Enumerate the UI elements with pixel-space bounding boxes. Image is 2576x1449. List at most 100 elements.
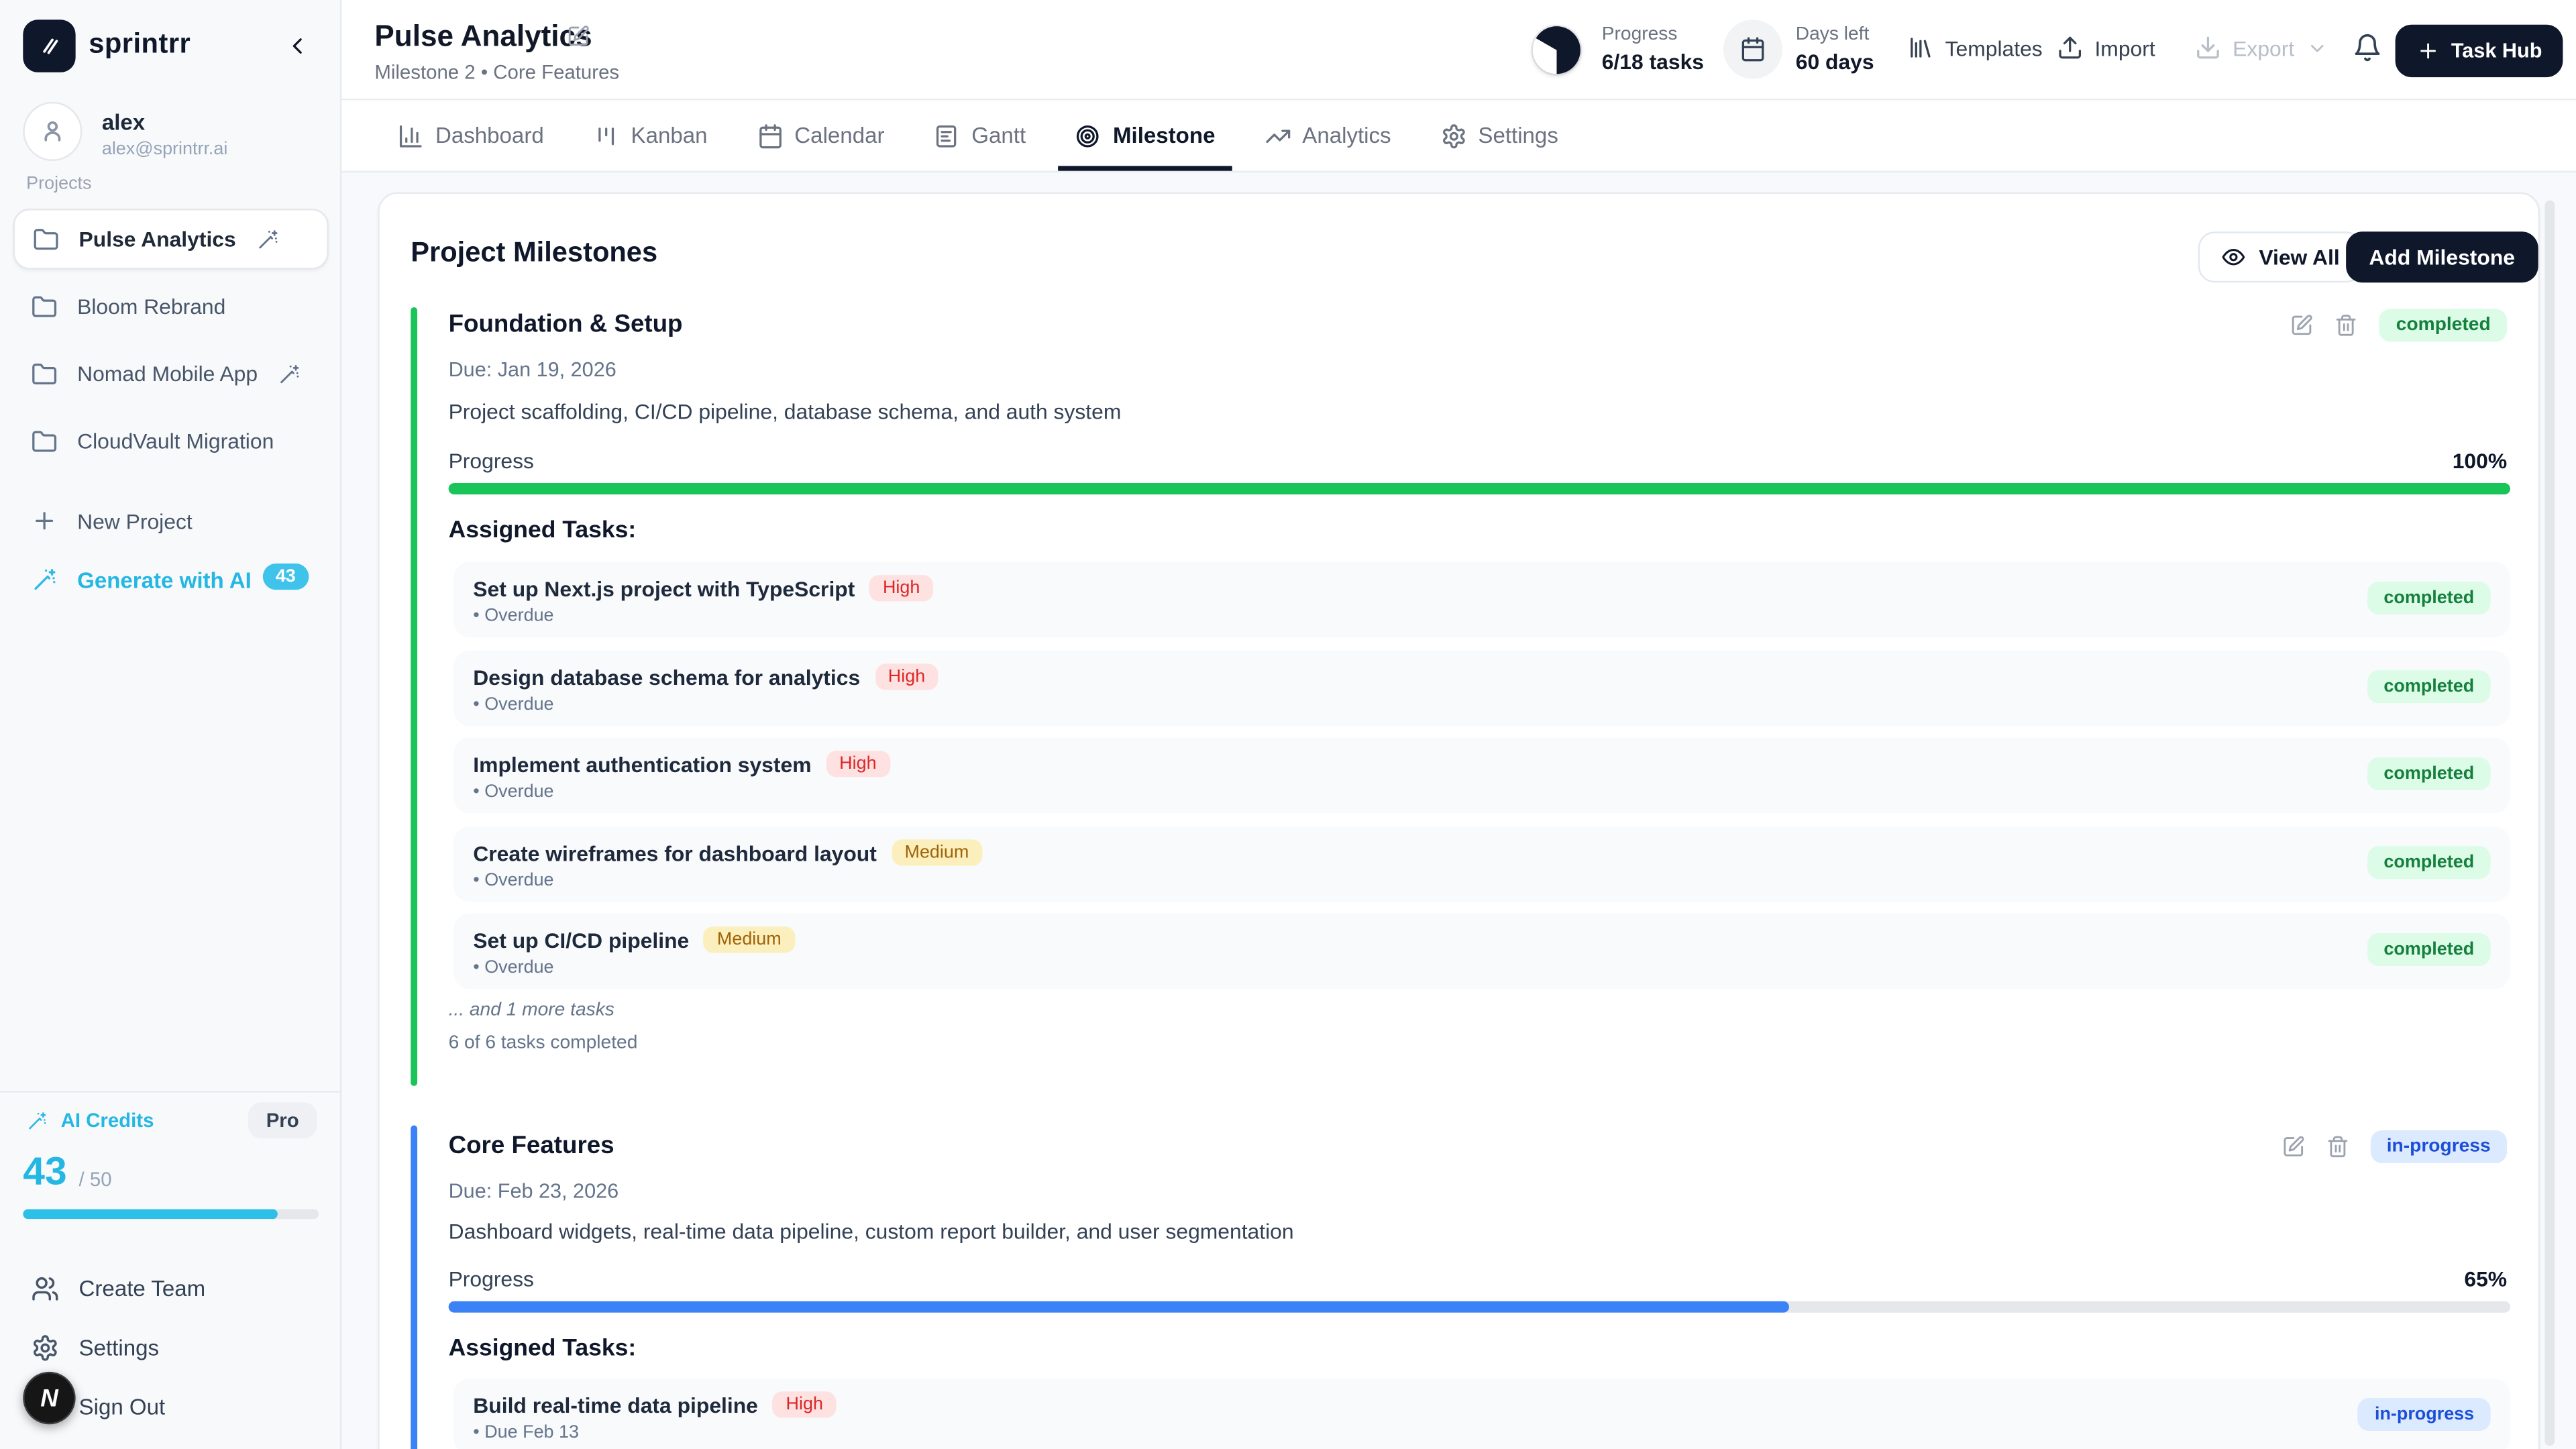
notifications-bell-icon[interactable] (2353, 33, 2382, 62)
progress-track (448, 483, 2511, 495)
progress-fill (448, 1301, 1789, 1313)
chevron-down-icon (2306, 37, 2327, 58)
users-icon (32, 1274, 60, 1302)
templates-button[interactable]: Templates (1907, 34, 2043, 60)
edit-pencil-icon[interactable] (2291, 314, 2314, 337)
export-label: Export (2233, 35, 2295, 60)
task-title: Create wireframes for dashboard layout (473, 840, 877, 865)
task-row[interactable]: Set up Next.js project with TypeScript Hi… (453, 561, 2511, 638)
sidebar-item-nomad-mobile-app[interactable]: Nomad Mobile App (13, 343, 329, 405)
settings-button[interactable]: Settings (13, 1328, 329, 1367)
task-title: Build real-time data pipeline (473, 1392, 758, 1417)
pie-progress-icon (1532, 26, 1580, 74)
credits-value: 43 (23, 1150, 67, 1195)
create-team-label: Create Team (78, 1275, 206, 1301)
trash-icon[interactable] (2335, 314, 2358, 337)
project-name: Bloom Rebrand (77, 294, 226, 319)
gear-icon (32, 1333, 60, 1361)
tab-kanban[interactable]: Kanban (586, 100, 714, 170)
brand-name: sprintrr (89, 28, 191, 60)
tab-settings[interactable]: Settings (1434, 100, 1564, 170)
status-badge: in-progress (2370, 1130, 2508, 1163)
folder-icon (33, 226, 59, 252)
more-tasks-note: ... and 1 more tasks (448, 1000, 614, 1020)
tab-milestone[interactable]: Milestone (1059, 100, 1232, 171)
trash-icon[interactable] (2326, 1135, 2349, 1158)
import-label: Import (2094, 35, 2155, 60)
progress-label: Progress (448, 448, 534, 474)
tab-label: Dashboard (435, 123, 544, 148)
priority-badge: High (875, 663, 938, 690)
milestone-due-date: Due: Jan 19, 2026 (448, 358, 616, 382)
tab-gantt[interactable]: Gantt (927, 100, 1032, 170)
credits-progress-track (23, 1209, 319, 1220)
edit-title-icon[interactable] (567, 25, 590, 48)
task-hub-button[interactable]: Task Hub (2395, 24, 2564, 78)
task-title: Implement authentication system (473, 751, 812, 777)
project-name: CloudVault Migration (77, 429, 274, 453)
folder-icon (32, 428, 58, 454)
tasks-summary: 6 of 6 tasks completed (448, 1033, 638, 1053)
task-row[interactable]: Create wireframes for dashboard layout Me… (453, 826, 2511, 902)
tab-label: Calendar (794, 123, 885, 148)
import-button[interactable]: Import (2057, 34, 2155, 60)
create-team-button[interactable]: Create Team (13, 1269, 329, 1308)
milestone-description: Dashboard widgets, real-time data pipeli… (448, 1219, 1294, 1244)
task-meta: • Due Feb 13 (473, 1422, 579, 1443)
nextjs-n-icon: N (40, 1384, 58, 1412)
generate-with-ai-button[interactable]: Generate with AI 43 (13, 562, 329, 598)
milestones-panel: Project Milestones View All Add Mileston… (378, 192, 2540, 1449)
nextjs-dev-badge[interactable]: N (23, 1371, 76, 1425)
gantt-icon (934, 122, 960, 148)
ai-credits-count-badge: 43 (262, 564, 309, 590)
milestone-title: Foundation & Setup (448, 310, 683, 339)
task-row[interactable]: Implement authentication system High • Ov… (453, 737, 2511, 814)
progress-label: Progress (1601, 24, 1678, 45)
export-button[interactable]: Export (2195, 34, 2327, 60)
tab-label: Gantt (971, 123, 1026, 148)
magic-wand-icon (32, 567, 58, 593)
sidebar-item-bloom-rebrand[interactable]: Bloom Rebrand (13, 276, 329, 337)
sidebar-item-cloudvault-migration[interactable]: CloudVault Migration (13, 411, 329, 472)
tab-label: Kanban (631, 123, 708, 148)
bar-chart-icon (398, 122, 424, 148)
plus-icon (2416, 40, 2439, 62)
priority-badge: High (772, 1391, 837, 1418)
task-row[interactable]: Set up CI/CD pipeline Medium • Overdue co… (453, 913, 2511, 989)
calendar-stat-circle (1723, 19, 1783, 79)
assigned-tasks-heading: Assigned Tasks: (448, 1336, 637, 1362)
project-name: Nomad Mobile App (77, 361, 258, 386)
task-status-badge: completed (2367, 581, 2491, 614)
task-title: Set up Next.js project with TypeScript (473, 576, 855, 601)
kanban-icon (593, 122, 619, 148)
ai-credits-label: AI Credits (60, 1109, 154, 1132)
task-status-badge: completed (2367, 933, 2491, 966)
tab-analytics[interactable]: Analytics (1258, 100, 1397, 170)
sidebar-item-pulse-analytics[interactable]: Pulse Analytics (13, 209, 329, 270)
priority-badge: High (869, 575, 933, 602)
milestone-title: Core Features (448, 1132, 614, 1160)
user-name: alex (101, 110, 146, 135)
task-title: Design database schema for analytics (473, 664, 861, 690)
add-milestone-label: Add Milestone (2369, 244, 2516, 270)
task-row[interactable]: Build real-time data pipeline High • Due … (453, 1378, 2511, 1449)
task-row[interactable]: Design database schema for analytics High… (453, 650, 2511, 727)
new-project-button[interactable]: New Project (13, 502, 329, 539)
scrollbar[interactable] (2544, 200, 2555, 1446)
tab-calendar[interactable]: Calendar (750, 100, 891, 170)
sign-out-button[interactable]: Sign Out (13, 1387, 329, 1426)
tab-dashboard[interactable]: Dashboard (391, 100, 551, 170)
priority-badge: Medium (891, 839, 982, 866)
view-all-button[interactable]: View All (2198, 231, 2363, 283)
add-milestone-button[interactable]: Add Milestone (2346, 231, 2538, 283)
progress-fill (448, 483, 2511, 495)
progress-label: Progress (448, 1267, 534, 1291)
projects-section-label: Projects (26, 174, 92, 194)
sidebar-collapse-button[interactable] (276, 25, 319, 68)
priority-badge: High (826, 751, 890, 777)
view-all-label: View All (2259, 244, 2340, 270)
edit-pencil-icon[interactable] (2282, 1135, 2304, 1158)
progress-track (448, 1301, 2511, 1313)
calendar-icon (757, 122, 783, 148)
